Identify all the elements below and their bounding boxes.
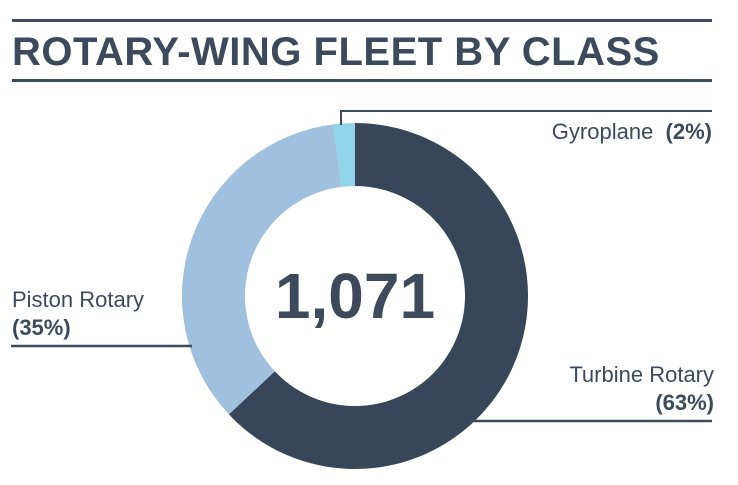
- label-gyroplane-name: Gyroplane: [551, 119, 654, 144]
- label-piston-name: Piston Rotary: [12, 287, 145, 312]
- slice-gyroplane: [333, 123, 355, 187]
- label-gyroplane-percent: (2%): [665, 119, 712, 144]
- title-bottom-rule: [12, 79, 712, 82]
- label-turbine: Turbine Rotary (63%): [569, 361, 714, 417]
- label-piston-percent: (35%): [12, 315, 71, 340]
- slice-turbine-rotary: [228, 123, 528, 469]
- label-gyroplane: Gyroplane (2%): [552, 118, 712, 146]
- label-turbine-percent: (63%): [655, 390, 714, 415]
- slice-piston-rotary: [182, 124, 342, 415]
- leader-line-gyroplane: [340, 110, 712, 125]
- center-total: 1,071: [274, 260, 436, 332]
- chart-title: ROTARY-WING FLEET BY CLASS: [12, 30, 660, 74]
- title-top-rule: [12, 19, 712, 22]
- label-turbine-name: Turbine Rotary: [569, 362, 714, 387]
- label-piston: Piston Rotary (35%): [12, 286, 144, 342]
